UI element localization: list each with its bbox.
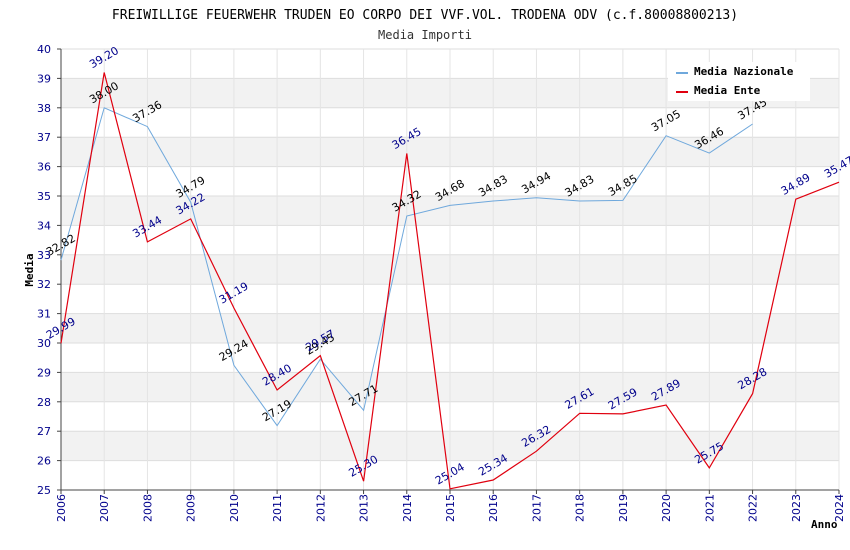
y-tick-label: 34 (37, 219, 51, 232)
y-tick-label: 39 (37, 72, 51, 85)
chart-title: FREIWILLIGE FEUERWEHR TRUDEN EO CORPO DE… (112, 8, 738, 23)
y-tick-label: 28 (37, 396, 51, 409)
y-tick-label: 33 (37, 249, 51, 262)
x-tick-label: 2014 (401, 494, 414, 522)
y-tick-label: 30 (37, 337, 51, 350)
x-tick-label: 2023 (790, 494, 803, 522)
x-tick-label: 2021 (703, 494, 716, 522)
y-tick-label: 26 (37, 455, 51, 468)
series-line-media-ente (60, 72, 840, 490)
legend: Media Nazionale Media Ente (668, 62, 810, 101)
x-tick-label: 2007 (98, 494, 111, 522)
x-tick-label: 2010 (228, 494, 241, 522)
y-tick-label: 40 (37, 43, 51, 56)
x-tick-labels: 2006 2007 2008 2009 2010 2011 2012 2013 2014 2015… (55, 494, 846, 522)
y-tick-labels: 25 26 27 28 29 30 31 32 33 34 35 36 37 38 39 40 (37, 43, 51, 497)
y-tick-label: 31 (37, 308, 51, 321)
x-tick-label: 2008 (141, 494, 154, 522)
y-tick-label: 38 (37, 102, 51, 115)
legend-label-media-ente: Media Ente (694, 84, 761, 97)
y-tick-label: 25 (37, 484, 51, 497)
x-tick-label: 2020 (660, 494, 673, 522)
x-tick-label: 2022 (747, 494, 760, 522)
x-tick-label: 2016 (487, 494, 500, 522)
x-tick-label: 2017 (530, 494, 543, 522)
x-tick-label: 2018 (574, 494, 587, 522)
chart-subtitle: Media Importi (378, 28, 472, 42)
y-tick-label: 29 (37, 366, 51, 379)
y-tick-label: 36 (37, 161, 51, 174)
x-tick-label: 2024 (833, 494, 846, 522)
legend-box (668, 62, 810, 101)
x-tick-label: 2009 (185, 494, 198, 522)
x-tick-label: 2012 (314, 494, 327, 522)
x-tick-label: 2006 (55, 494, 68, 522)
legend-label-media-nazionale: Media Nazionale (694, 65, 794, 78)
axes (57, 48, 840, 494)
y-tick-label: 37 (37, 131, 51, 144)
x-tick-label: 2011 (271, 494, 284, 522)
x-tick-label: 2015 (444, 494, 457, 522)
y-tick-label: 27 (37, 425, 51, 438)
y-tick-label: 32 (37, 278, 51, 291)
x-axis-label: Anno (811, 518, 838, 531)
series-lines (60, 72, 840, 490)
x-tick-label: 2013 (358, 494, 371, 522)
x-tick-label: 2019 (617, 494, 630, 522)
y-axis-label: Media (23, 253, 36, 286)
y-tick-label: 35 (37, 190, 51, 203)
series-line-media-nazionale (60, 107, 753, 427)
